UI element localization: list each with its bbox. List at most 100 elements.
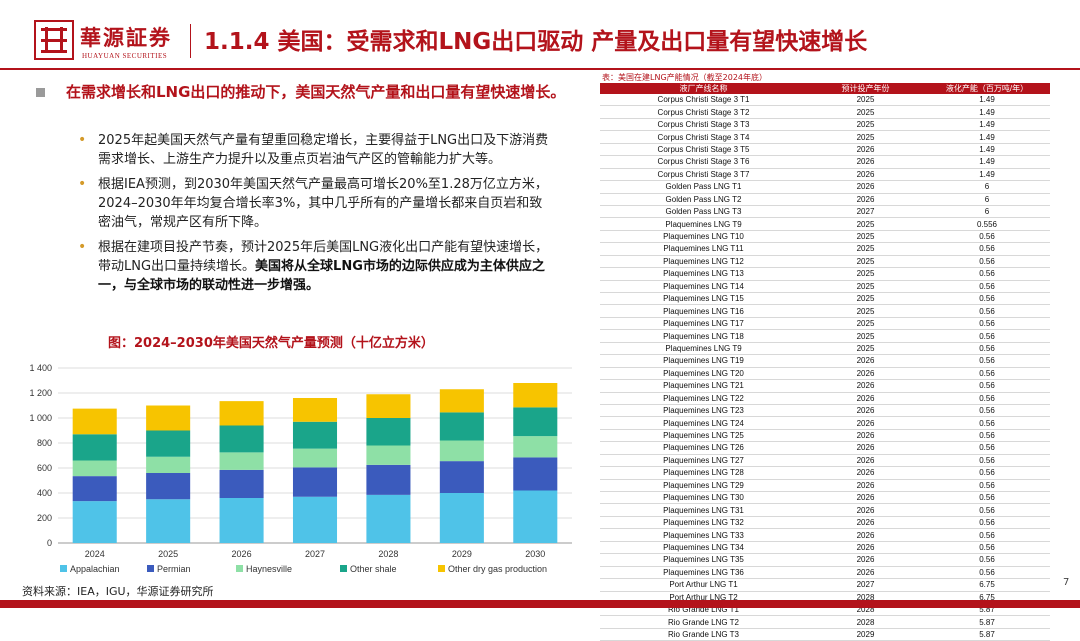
bullet-item: • 2025年起美国天然气产量有望重回稳定增长，主要得益于LNG出口及下游消费需… [78, 131, 553, 169]
y-tick-label: 200 [37, 513, 52, 523]
plant-name-cell: Corpus Christi Stage 3 T6 [600, 155, 807, 169]
plant-name-cell: Rio Grande LNG T2 [600, 615, 807, 629]
plant-name-cell: Corpus Christi Stage 3 T1 [600, 94, 807, 107]
chart-title: 图：2024–2030年美国天然气产量预测（十亿立方米） [108, 336, 434, 351]
start-year-cell: 2026 [807, 354, 924, 368]
header-rule [0, 68, 1080, 70]
start-year-cell: 2026 [807, 168, 924, 182]
start-year-cell: 2026 [807, 541, 924, 555]
table-row: Plaquemines LNG T23 2026 0.56 [600, 404, 1050, 418]
plant-name-cell: Plaquemines LNG T24 [600, 416, 807, 430]
capacity-cell: 0.556 [924, 217, 1050, 231]
plant-name-cell: Plaquemines LNG T32 [600, 516, 807, 530]
capacity-cell: 6 [924, 180, 1050, 194]
plant-name-cell: Plaquemines LNG T29 [600, 479, 807, 493]
bar-segment [513, 407, 558, 437]
bar-segment [439, 493, 484, 543]
bar-segment [292, 398, 338, 422]
bullet-text: 2025年起美国天然气产量有望重回稳定增长，主要得益于LNG出口及下游消费需求增… [98, 133, 549, 167]
start-year-cell: 2026 [807, 429, 924, 443]
start-year-cell: 2026 [807, 143, 924, 157]
bullet-item: • 根据IEA预测，到2030年美国天然气产量最高可增长20%至1.28万亿立方… [78, 175, 553, 232]
bullet-list: • 2025年起美国天然气产量有望重回稳定增长，主要得益于LNG出口及下游消费需… [78, 131, 553, 301]
bar-segment [146, 499, 191, 543]
logo-subtext: HUAYUAN SECURITIES [82, 52, 168, 60]
table-row: Corpus Christi Stage 3 T6 2026 1.49 [600, 155, 1050, 169]
table-row: Plaquemines LNG T16 2025 0.56 [600, 304, 1050, 318]
start-year-cell: 2026 [807, 466, 924, 480]
table-row: Plaquemines LNG T11 2025 0.56 [600, 242, 1050, 256]
capacity-cell: 0.56 [924, 516, 1050, 530]
square-bullet-icon [36, 88, 45, 97]
capacity-cell: 0.56 [924, 392, 1050, 405]
table-row: Plaquemines LNG T9 2025 0.556 [600, 217, 1050, 231]
table-row: Plaquemines LNG T26 2026 0.56 [600, 441, 1050, 455]
table-row: Corpus Christi Stage 3 T3 2025 1.49 [600, 118, 1050, 132]
table-row: Plaquemines LNG T15 2025 0.56 [600, 292, 1050, 306]
table-row: Plaquemines LNG T10 2025 0.56 [600, 230, 1050, 244]
start-year-cell: 2026 [807, 503, 924, 517]
source-note: 资料来源：IEA，IGU，华源证券研究所 [22, 585, 214, 598]
plant-name-cell: Golden Pass LNG T3 [600, 205, 807, 219]
plant-name-cell: Plaquemines LNG T19 [600, 354, 807, 368]
capacity-cell: 0.56 [924, 342, 1050, 356]
legend-label: Appalachian [70, 564, 120, 574]
start-year-cell: 2026 [807, 516, 924, 530]
capacity-cell: 0.56 [924, 267, 1050, 281]
table-row: Plaquemines LNG T30 2026 0.56 [600, 491, 1050, 505]
col-header-capacity: 液化产能（百万吨/年） [924, 83, 1050, 94]
legend-swatch [60, 565, 67, 572]
start-year-cell: 2025 [807, 217, 924, 231]
table-row: Golden Pass LNG T2 2026 6 [600, 193, 1050, 206]
table-row: Plaquemines LNG T22 2026 0.56 [600, 392, 1050, 405]
capacity-cell: 0.56 [924, 416, 1050, 430]
col-header-name: 液厂产线名称 [600, 83, 807, 94]
y-tick-label: 1 200 [29, 388, 52, 398]
start-year-cell: 2025 [807, 130, 924, 144]
plant-name-cell: Corpus Christi Stage 3 T5 [600, 143, 807, 157]
plant-name-cell: Port Arthur LNG T1 [600, 578, 807, 592]
capacity-cell: 6 [924, 193, 1050, 206]
table-row: Rio Grande LNG T3 2029 5.87 [600, 628, 1050, 641]
logo-text: 華源証券 [80, 25, 172, 50]
plant-name-cell: Plaquemines LNG T34 [600, 541, 807, 555]
start-year-cell: 2025 [807, 267, 924, 281]
bar-segment [72, 408, 117, 435]
capacity-cell: 0.56 [924, 329, 1050, 343]
start-year-cell: 2025 [807, 329, 924, 343]
y-tick-label: 1 400 [29, 363, 52, 373]
bar-segment [366, 494, 411, 543]
bullet-dot-icon: • [78, 176, 87, 192]
plant-name-cell: Plaquemines LNG T22 [600, 392, 807, 405]
capacity-cell: 1.49 [924, 118, 1050, 132]
y-tick-label: 600 [37, 463, 52, 473]
start-year-cell: 2025 [807, 317, 924, 331]
capacity-cell: 1.49 [924, 168, 1050, 182]
table-row: Plaquemines LNG T19 2026 0.56 [600, 354, 1050, 368]
table-row: Plaquemines LNG T34 2026 0.56 [600, 541, 1050, 555]
capacity-cell: 0.56 [924, 280, 1050, 294]
x-tick-label: 2027 [305, 549, 325, 559]
plant-name-cell: Plaquemines LNG T30 [600, 491, 807, 505]
plant-name-cell: Plaquemines LNG T15 [600, 292, 807, 306]
bar-segment [366, 445, 411, 465]
legend-label: Haynesville [246, 564, 292, 574]
logo-emblem [34, 20, 74, 60]
start-year-cell: 2025 [807, 280, 924, 294]
x-tick-label: 2028 [378, 549, 398, 559]
capacity-cell: 1.49 [924, 143, 1050, 157]
capacity-cell: 6 [924, 205, 1050, 219]
capacity-cell: 0.56 [924, 379, 1050, 393]
table-header-row: 液厂产线名称 预计投产年份 液化产能（百万吨/年） [600, 83, 1050, 94]
bar-segment [72, 434, 117, 461]
y-tick-label: 400 [37, 488, 52, 498]
plant-name-cell: Plaquemines LNG T33 [600, 528, 807, 542]
table-row: Plaquemines LNG T31 2026 0.56 [600, 503, 1050, 517]
start-year-cell: 2025 [807, 105, 924, 119]
header-divider [190, 24, 191, 58]
legend-label: Permian [157, 564, 191, 574]
table-row: Plaquemines LNG T32 2026 0.56 [600, 516, 1050, 530]
table-row: Corpus Christi Stage 3 T4 2025 1.49 [600, 130, 1050, 144]
bar-segment [513, 457, 558, 491]
start-year-cell: 2026 [807, 367, 924, 381]
